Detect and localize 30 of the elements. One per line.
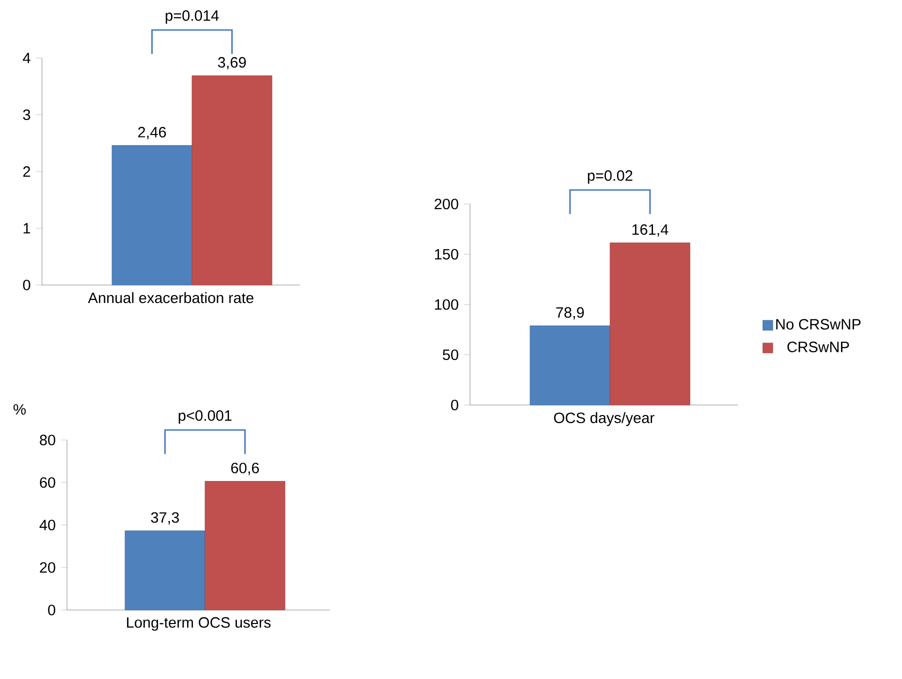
- y-tick-label: 20: [40, 562, 56, 573]
- y-tick-label: 200: [434, 198, 458, 210]
- y-tick-label: 3: [23, 109, 30, 120]
- y-tick-label: 4: [22, 52, 30, 64]
- data-label: 37,3: [151, 512, 179, 525]
- y-tick-label: 0: [48, 604, 56, 616]
- y-tick-label: 0: [23, 280, 30, 290]
- y-axis-title: %: [14, 404, 26, 415]
- data-label: 78,9: [556, 307, 584, 320]
- x-axis-title: Annual exacerbation rate: [88, 292, 254, 304]
- y-tick-label: 1: [24, 223, 30, 234]
- text: p=0.014: [166, 10, 219, 24]
- y-tick-label: 50: [442, 349, 458, 360]
- y-tick-label: 0: [451, 400, 458, 410]
- y-tick-label: 60: [40, 477, 56, 488]
- data-label: 161,4: [632, 224, 668, 237]
- data-label: 2,46: [138, 126, 166, 140]
- y-tick-label: 2: [23, 166, 30, 177]
- y-tick-label: 100: [435, 299, 458, 310]
- data-label: 60,6: [231, 462, 259, 476]
- x-axis-title: OCS days/year: [554, 412, 654, 426]
- y-tick-label: 40: [40, 520, 56, 530]
- y-tick-label: 80: [40, 434, 56, 446]
- text: p=0.02: [588, 170, 632, 184]
- legend-label: No CRSwNP: [776, 318, 861, 330]
- text: p<0.001: [178, 410, 232, 424]
- x-axis-title: Long-term OCS users: [127, 617, 271, 631]
- data-label: 3,69: [218, 57, 246, 70]
- y-tick-label: 150: [435, 248, 458, 260]
- legend-label: CRSwNP: [787, 342, 849, 352]
